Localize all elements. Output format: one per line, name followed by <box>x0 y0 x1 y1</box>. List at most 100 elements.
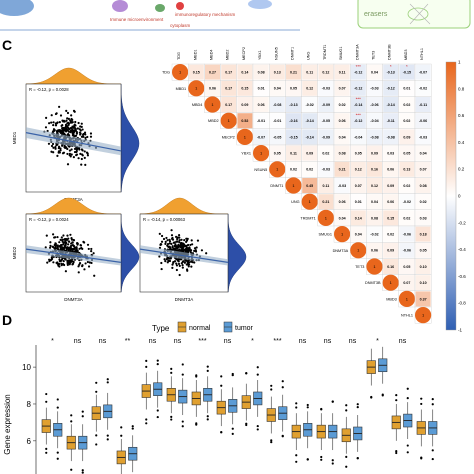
cell-fill <box>269 113 285 129</box>
cell-fill <box>383 113 399 129</box>
outlier-point <box>331 400 334 403</box>
cell-fill <box>399 64 415 80</box>
cell-value: 1 <box>406 296 409 301</box>
scatter-point <box>178 264 181 267</box>
diagonal-circle <box>415 307 432 324</box>
scatter-point <box>73 150 77 154</box>
outlier-point <box>431 398 434 401</box>
cell-value: 1 <box>276 167 279 172</box>
scatter-point <box>92 252 95 255</box>
cell-fill <box>415 129 431 145</box>
cell-fill <box>415 64 431 80</box>
cell-fill <box>415 210 431 226</box>
scatter-point <box>81 264 84 267</box>
scatter-point <box>79 132 82 135</box>
scatter-point <box>61 238 65 241</box>
scatter-point <box>171 263 174 266</box>
scatter-point <box>72 238 75 242</box>
scatter-point <box>50 144 54 148</box>
scatter-point <box>62 132 65 135</box>
scatter-point <box>54 147 57 150</box>
cell-fill <box>318 194 334 210</box>
cell-fill <box>399 210 415 226</box>
outlier-point <box>245 423 248 427</box>
scatter-point <box>78 247 81 250</box>
cell-fill <box>383 226 399 242</box>
scatter-point <box>54 124 58 127</box>
scatter-point <box>184 245 187 248</box>
colorbar-tick: -1 <box>458 328 462 333</box>
cell-fill <box>269 80 285 96</box>
cell-fill <box>415 226 431 242</box>
scatter-point <box>86 243 90 246</box>
cell-fill <box>350 129 366 145</box>
scatter-point <box>193 249 196 252</box>
cell-fill <box>415 259 431 274</box>
cell-fill <box>318 97 334 112</box>
scatter-point <box>52 261 55 264</box>
cell-fill <box>367 210 382 226</box>
scatter-point <box>189 251 193 254</box>
molecule-icon <box>176 2 184 10</box>
diagonal-circle <box>382 274 399 291</box>
outlier-point <box>270 439 273 442</box>
scatter-point <box>60 236 63 239</box>
cell-fill <box>415 194 431 210</box>
scatter-point <box>205 252 208 255</box>
scatter-point <box>172 247 176 250</box>
cell-value: 0.12 <box>306 87 313 91</box>
outlier-point <box>256 366 259 369</box>
column-label: UNG <box>307 52 311 60</box>
cell-fill <box>318 145 334 161</box>
scatter-point <box>45 116 48 119</box>
scatter-point <box>76 243 79 246</box>
cell-value: -0.03 <box>419 135 427 139</box>
outlier-point <box>106 434 109 437</box>
scatter-point <box>55 112 58 115</box>
scatter-point <box>171 266 174 270</box>
cell-fill <box>334 129 350 145</box>
scatter-point <box>46 129 49 133</box>
scatter-point <box>77 271 80 274</box>
cell-value: 0.05 <box>274 152 281 156</box>
outlier-point <box>320 455 323 459</box>
scatter-point <box>173 260 177 263</box>
outlier-point <box>131 427 134 430</box>
outlier-point <box>406 451 409 454</box>
caption-immune-microenvironment: Immune microenvironment <box>110 17 164 22</box>
cell-fill <box>350 226 366 242</box>
outlier-point <box>145 418 148 421</box>
scatter-point <box>190 265 193 268</box>
outlier-point <box>295 402 298 405</box>
outlier-point <box>95 434 98 437</box>
scatter-point <box>61 240 64 243</box>
scatter-point <box>83 131 87 134</box>
outlier-point <box>395 451 398 455</box>
scatter-point <box>87 247 90 251</box>
significance-label: ns <box>174 338 182 345</box>
cell-value: 0.16 <box>387 265 394 269</box>
cell-value: 0.06 <box>258 103 265 107</box>
scatter-point <box>58 105 61 108</box>
cell-value: 0.21 <box>322 200 329 204</box>
cell-fill <box>399 178 415 193</box>
outlier-point <box>345 455 348 458</box>
colorbar-tick: 0.6 <box>458 113 465 118</box>
cell-fill <box>286 145 301 161</box>
scatter-point <box>73 126 76 129</box>
correlation-annotation: R = -0.12, p = 0.0028 <box>29 87 69 92</box>
cell-fill <box>269 145 285 161</box>
scatter-point <box>73 147 77 151</box>
cell-fill <box>415 145 431 161</box>
cell-fill <box>302 145 318 161</box>
diagonal-circle <box>253 145 270 162</box>
outlier-point <box>395 394 398 397</box>
cell-value: -0.16 <box>289 119 297 123</box>
cell-value: 0.04 <box>339 135 346 139</box>
diagonal-circle <box>220 112 237 129</box>
outlier-point <box>306 458 309 461</box>
scatter-point <box>86 135 89 139</box>
outlier-point <box>45 447 48 450</box>
cell-fill <box>334 194 350 210</box>
cell-value: 1 <box>228 118 231 123</box>
